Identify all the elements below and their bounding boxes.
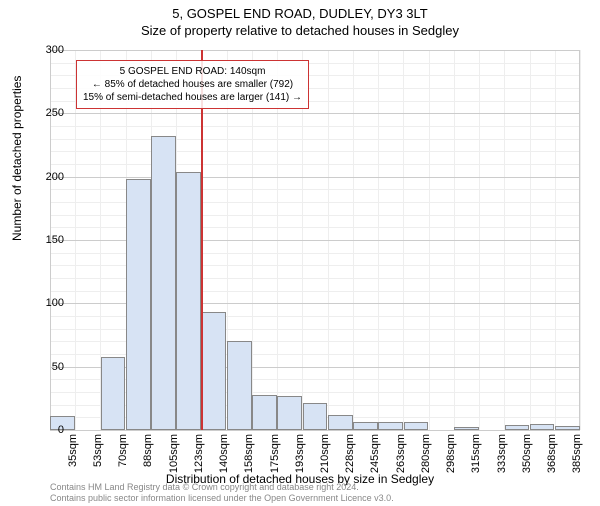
x-tick: 368sqm [546,434,558,473]
bar [328,415,353,430]
x-tick: 88sqm [142,434,154,467]
x-tick: 140sqm [218,434,230,473]
bar [176,172,201,430]
x-tick: 385sqm [571,434,583,473]
y-tick: 50 [52,361,64,373]
callout-line: 15% of semi-detached houses are larger (… [83,91,302,104]
bar [454,427,479,430]
x-tick: 280sqm [420,434,432,473]
x-tick: 298sqm [445,434,457,473]
y-tick: 150 [46,234,64,246]
x-tick: 105sqm [168,434,180,473]
x-tick: 123sqm [193,434,205,473]
x-tick: 245sqm [369,434,381,473]
footer-attribution: Contains HM Land Registry data © Crown c… [50,482,394,504]
y-tick: 0 [58,424,64,436]
bar [505,425,530,430]
bar [378,422,403,430]
x-tick: 350sqm [521,434,533,473]
bar [151,136,176,430]
bar [202,312,227,430]
y-tick: 100 [46,297,64,309]
y-tick: 300 [46,44,64,56]
page-subtitle: Size of property relative to detached ho… [0,23,600,38]
x-tick: 193sqm [294,434,306,473]
y-tick: 250 [46,107,64,119]
callout-box: 5 GOSPEL END ROAD: 140sqm← 85% of detach… [76,60,309,109]
bar [555,426,580,430]
x-tick: 53sqm [92,434,104,467]
bar [530,424,555,430]
footer-line2: Contains public sector information licen… [50,493,394,504]
callout-line: ← 85% of detached houses are smaller (79… [83,78,302,91]
callout-line: 5 GOSPEL END ROAD: 140sqm [83,65,302,78]
x-tick: 70sqm [117,434,129,467]
x-tick: 35sqm [67,434,79,467]
page-title: 5, GOSPEL END ROAD, DUDLEY, DY3 3LT [0,6,600,21]
bar [252,395,277,430]
y-tick: 200 [46,171,64,183]
footer-line1: Contains HM Land Registry data © Crown c… [50,482,394,493]
bar [101,357,126,430]
x-tick: 175sqm [269,434,281,473]
bar [126,179,151,430]
bar [227,341,252,430]
bar [353,422,378,430]
y-axis-label: Number of detached properties [10,76,24,241]
bar [303,403,328,430]
bar [404,422,429,430]
x-tick: 333sqm [496,434,508,473]
x-tick: 228sqm [344,434,356,473]
x-tick: 315sqm [470,434,482,473]
x-tick: 158sqm [243,434,255,473]
x-tick: 210sqm [319,434,331,473]
bar [277,396,302,430]
x-tick: 263sqm [395,434,407,473]
